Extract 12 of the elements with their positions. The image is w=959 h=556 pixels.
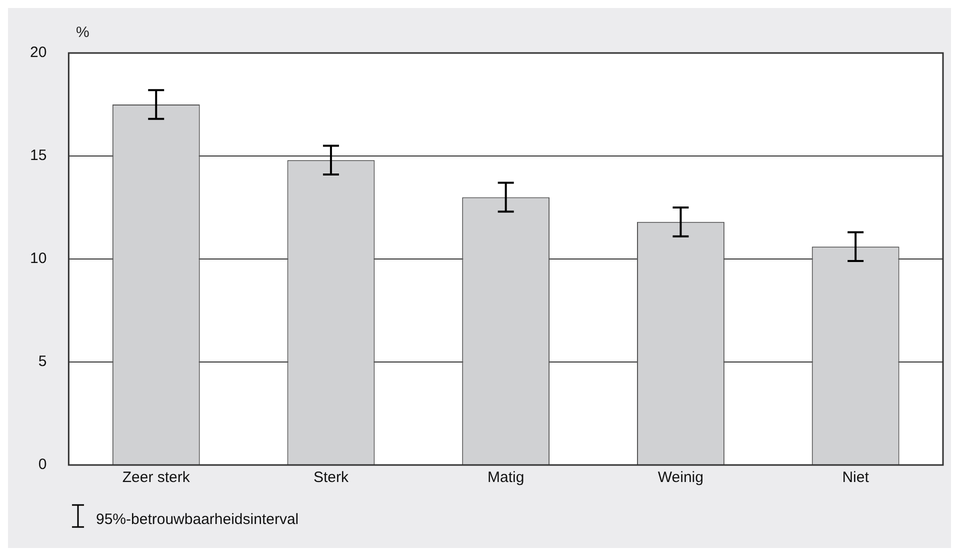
y-tick-label: 15 [30,147,47,164]
x-tick-label: Matig [488,469,524,486]
x-tick-label: Zeer sterk [122,469,190,486]
y-axis-title: % [76,24,90,41]
text: 95%-betrouwbaarheidsinterval [96,511,299,528]
x-tick-label: Weinig [658,469,704,486]
x-tick-label: Niet [842,469,870,486]
y-tick-label: 0 [38,456,47,474]
x-tick-label: Sterk [313,469,349,486]
y-tick-label: 10 [30,250,47,268]
y-tick-label: 20 [30,44,47,62]
y-tick-label: 5 [38,353,47,370]
